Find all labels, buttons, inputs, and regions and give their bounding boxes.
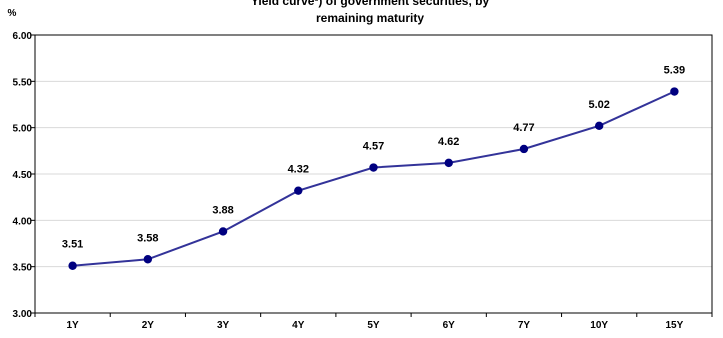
y-axis-label: %	[8, 8, 17, 19]
y-tick-label: 6.00	[13, 31, 33, 42]
data-label: 3.51	[62, 239, 83, 251]
data-point	[143, 255, 153, 264]
data-point	[519, 144, 529, 154]
data-point	[68, 261, 77, 270]
x-tick-label: 2Y	[142, 320, 155, 331]
chart-title-line1: Yield curve¹) of government securities, …	[251, 0, 490, 8]
y-tick-label: 4.50	[13, 170, 33, 181]
data-label: 4.57	[363, 141, 384, 153]
data-label: 3.58	[137, 232, 158, 244]
y-tick-label: 4.00	[13, 216, 33, 227]
chart-title-line2: remaining maturity	[316, 11, 424, 25]
x-tick-label: 3Y	[217, 320, 230, 331]
y-tick-label: 5.00	[13, 124, 33, 135]
plot-area-border	[34, 34, 713, 314]
data-label: 4.62	[438, 136, 459, 148]
x-tick-label: 5Y	[367, 320, 380, 331]
data-point	[369, 163, 378, 172]
y-tick-label: 3.00	[13, 309, 33, 320]
y-tick-labels: 3.00 3.50 4.00 4.50 5.00 5.50 6.00	[13, 31, 33, 320]
data-point	[294, 186, 303, 195]
data-label: 3.88	[212, 204, 233, 216]
data-label: 5.39	[664, 65, 685, 77]
data-label: 4.32	[288, 164, 309, 176]
data-point	[218, 227, 228, 236]
data-point	[594, 121, 604, 131]
x-tick-label: 15Y	[665, 320, 683, 331]
y-tick-label: 3.50	[13, 263, 33, 274]
y-tick-label: 5.50	[13, 77, 33, 88]
x-tick-label: 7Y	[518, 320, 531, 331]
data-point	[670, 87, 679, 96]
axes	[31, 34, 713, 317]
x-tick-label: 4Y	[292, 320, 305, 331]
series-yield	[68, 87, 679, 270]
x-tick-label: 1Y	[66, 320, 79, 331]
x-tick-label: 10Y	[590, 320, 608, 331]
x-tick-labels: 1Y 2Y 3Y 4Y 5Y 6Y 7Y 10Y 15Y	[66, 320, 683, 331]
data-label: 4.77	[513, 122, 534, 134]
data-point	[444, 158, 453, 168]
data-label: 5.02	[588, 99, 609, 111]
data-labels: 3.51 3.58 3.88 4.32 4.57 4.62 4.77 5.02 5.39	[62, 65, 685, 251]
x-tick-label: 6Y	[443, 320, 456, 331]
series-line	[72, 90, 675, 267]
